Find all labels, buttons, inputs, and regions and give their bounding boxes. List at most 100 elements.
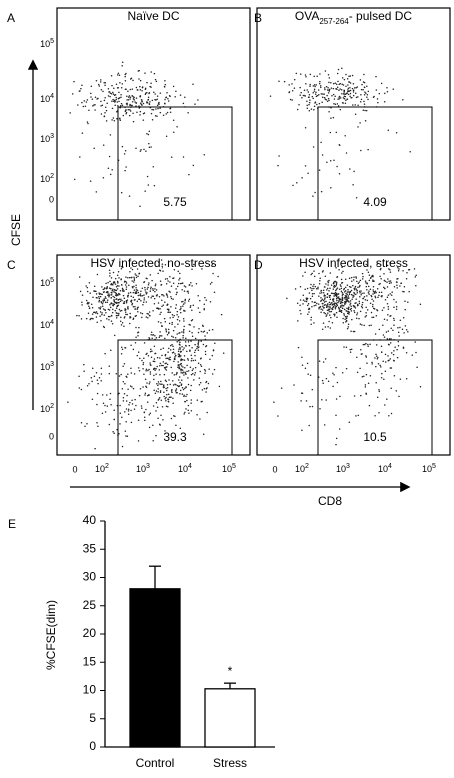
event-dot	[97, 382, 99, 385]
event-dot	[329, 311, 331, 313]
event-dot	[137, 291, 140, 294]
event-dot	[131, 268, 134, 271]
event-dot	[347, 93, 350, 96]
event-dot	[402, 290, 404, 293]
event-dot	[137, 310, 139, 313]
event-dot	[84, 425, 86, 427]
event-dot	[361, 304, 364, 306]
tick-exponent: 4	[50, 93, 54, 100]
event-dot	[320, 141, 322, 144]
event-dot	[308, 311, 310, 313]
event-dot	[364, 384, 367, 386]
event-dot	[200, 340, 202, 342]
event-dot	[174, 415, 176, 418]
event-dot	[187, 404, 190, 407]
event-dot	[321, 96, 324, 99]
event-dot	[351, 298, 353, 301]
event-dot	[113, 299, 115, 302]
event-dot	[176, 310, 179, 313]
event-dot	[101, 305, 104, 307]
event-dot	[133, 408, 136, 410]
event-dot	[396, 287, 398, 289]
event-dot	[179, 363, 181, 366]
event-dot	[109, 275, 111, 277]
event-dot	[156, 356, 159, 359]
event-dot	[150, 331, 153, 334]
event-dot	[121, 416, 123, 418]
event-dot	[180, 306, 182, 308]
event-dot	[156, 406, 159, 408]
event-dot	[125, 408, 128, 410]
event-dot	[157, 388, 159, 390]
event-dot	[201, 400, 203, 403]
event-dot	[125, 286, 128, 288]
x-tick-label: 103	[136, 463, 150, 475]
event-dot	[368, 290, 370, 292]
event-dot	[384, 353, 387, 356]
event-dot	[191, 369, 194, 372]
event-dot	[309, 287, 312, 289]
event-dot	[152, 295, 155, 297]
event-dot	[149, 288, 152, 290]
event-dot	[111, 259, 114, 262]
panel-letter: C	[7, 258, 16, 272]
gate	[117, 339, 233, 456]
event-dot	[164, 278, 167, 280]
event-dot	[140, 99, 143, 101]
event-dot	[345, 321, 347, 323]
tick-base: 10	[378, 464, 388, 474]
event-dot	[102, 288, 105, 291]
event-dot	[313, 270, 315, 272]
event-dot	[147, 296, 150, 298]
event-dot	[119, 300, 122, 303]
event-dot	[357, 282, 360, 284]
event-dot	[87, 122, 89, 125]
event-dot	[135, 336, 137, 339]
event-dot	[134, 342, 137, 344]
event-dot	[371, 316, 373, 319]
event-dot	[357, 104, 359, 106]
event-dot	[390, 338, 392, 340]
event-dot	[161, 299, 163, 302]
event-dot	[190, 340, 192, 342]
event-dot	[200, 365, 203, 367]
event-dot	[365, 311, 367, 314]
event-dot	[168, 396, 171, 398]
event-dot	[183, 359, 186, 361]
event-dot	[357, 96, 359, 98]
event-dot	[283, 80, 286, 83]
y-tick-label: 102	[40, 173, 54, 185]
event-dot	[189, 305, 192, 307]
event-dot	[130, 421, 133, 424]
event-dot	[344, 95, 347, 98]
event-dot	[193, 263, 195, 266]
event-dot	[331, 307, 334, 309]
event-dot	[326, 94, 328, 97]
y-tick-label: 15	[83, 654, 97, 668]
event-dot	[115, 83, 118, 85]
event-dot	[137, 367, 140, 369]
event-dot	[195, 283, 198, 285]
event-dot	[213, 291, 216, 293]
event-dot	[325, 85, 328, 88]
event-dot	[143, 373, 145, 376]
x-tick-label: 104	[378, 463, 392, 475]
event-dot	[160, 399, 163, 402]
event-dot	[102, 144, 105, 146]
event-dot	[178, 348, 180, 350]
event-dot	[327, 281, 330, 284]
event-dot	[327, 303, 329, 305]
event-dot	[111, 119, 113, 121]
panel-title: OVA257-264- pulsed DC	[295, 9, 413, 26]
event-dot	[337, 105, 340, 107]
event-dot	[129, 317, 131, 319]
event-dot	[148, 368, 150, 371]
event-dot	[181, 331, 183, 333]
event-dot	[175, 354, 177, 357]
event-dot	[372, 275, 374, 278]
event-dot	[385, 331, 388, 333]
gate-value: 4.09	[363, 195, 387, 209]
event-dot	[183, 413, 185, 415]
event-dot	[349, 308, 352, 311]
event-dot	[346, 92, 348, 94]
